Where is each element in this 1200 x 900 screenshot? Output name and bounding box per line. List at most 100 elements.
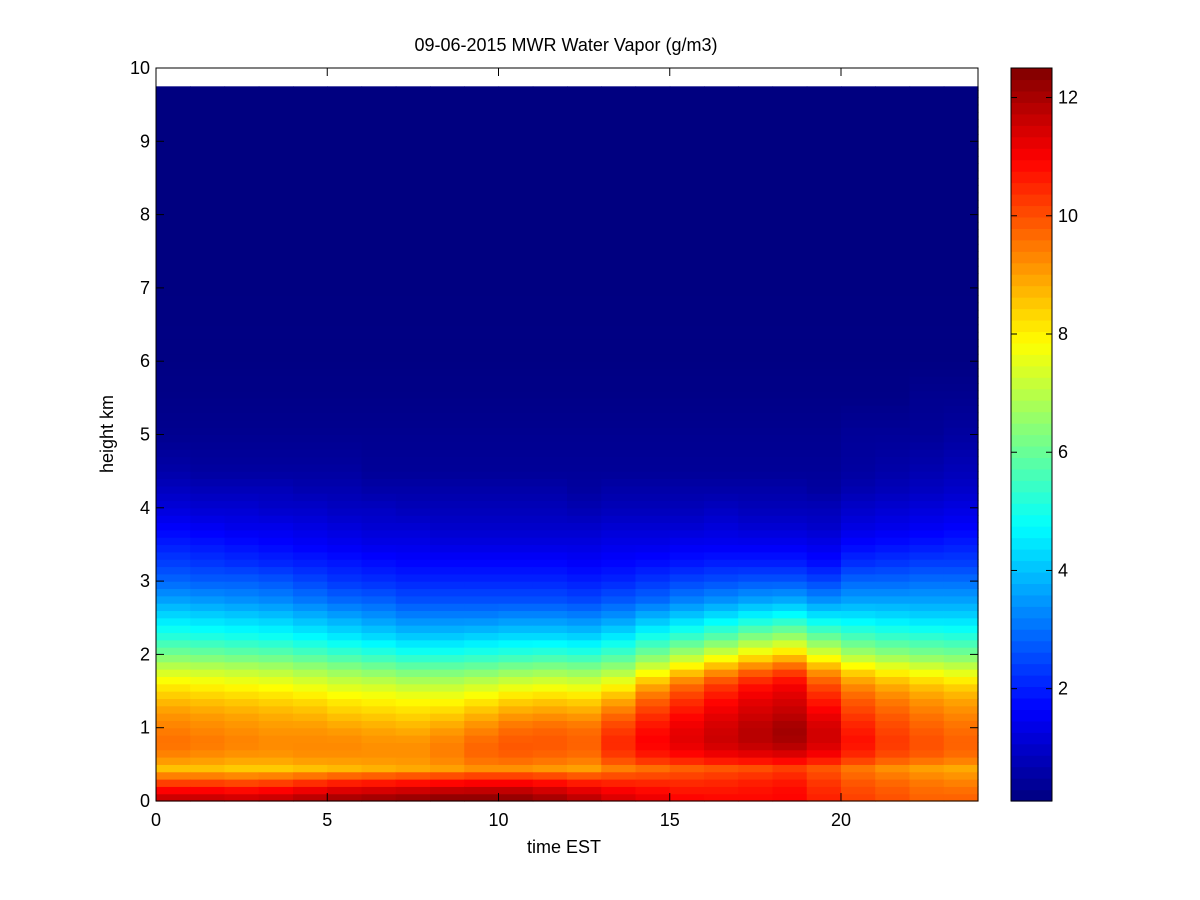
heatmap-cell — [567, 647, 602, 655]
heatmap-cell — [224, 793, 260, 802]
heatmap-cell — [567, 141, 602, 150]
heatmap-cell — [430, 705, 465, 714]
heatmap-cell — [395, 566, 431, 575]
heatmap-cell — [909, 133, 945, 142]
heatmap-cell — [224, 779, 260, 787]
heatmap-cell — [772, 353, 808, 362]
heatmap-cell — [224, 309, 260, 318]
heatmap-cell — [704, 507, 739, 516]
heatmap-cell — [704, 625, 739, 634]
heatmap-cell — [772, 595, 808, 604]
heatmap-cell — [190, 265, 226, 274]
heatmap-cell — [190, 779, 226, 787]
heatmap-cell — [635, 133, 671, 142]
heatmap-cell — [395, 647, 431, 655]
heatmap-cell — [464, 793, 500, 802]
heatmap-cell — [909, 243, 945, 252]
heatmap-cell — [635, 537, 671, 546]
heatmap-cell — [635, 573, 671, 582]
heatmap-cell — [909, 427, 945, 436]
heatmap-cell — [841, 441, 876, 450]
heatmap-cell — [361, 295, 397, 304]
heatmap-cell — [943, 346, 979, 355]
heatmap-cell — [532, 522, 568, 531]
heatmap-cell — [738, 148, 774, 157]
heatmap-cell — [430, 463, 465, 472]
heatmap-cell — [704, 170, 739, 179]
heatmap-cell — [806, 375, 842, 384]
heatmap-cell — [669, 735, 705, 743]
heatmap-cell — [567, 779, 602, 787]
heatmap-cell — [635, 419, 671, 428]
heatmap-cell — [293, 639, 328, 648]
heatmap-cell — [806, 309, 842, 318]
heatmap-cell — [327, 405, 363, 414]
heatmap-cell — [635, 126, 671, 135]
heatmap-cell — [156, 251, 191, 260]
heatmap-cell — [532, 346, 568, 355]
heatmap-cell — [258, 126, 294, 135]
heatmap-cell — [395, 309, 431, 318]
heatmap-cell — [567, 456, 602, 465]
heatmap-cell — [190, 647, 226, 655]
heatmap-cell — [635, 786, 671, 795]
heatmap-cell — [395, 185, 431, 194]
colorbar-step — [1011, 205, 1052, 218]
heatmap-cell — [635, 427, 671, 436]
heatmap-cell — [190, 691, 226, 699]
heatmap-cell — [395, 419, 431, 428]
heatmap-cell — [224, 471, 260, 480]
colorbar-step — [1011, 216, 1052, 229]
heatmap-cell — [806, 251, 842, 260]
colorbar-step — [1011, 629, 1052, 642]
heatmap-cell — [293, 522, 328, 531]
heatmap-cell — [738, 86, 774, 91]
heatmap-cell — [875, 551, 911, 560]
heatmap-cell — [464, 661, 500, 670]
heatmap-cell — [258, 309, 294, 318]
heatmap-cell — [806, 654, 842, 663]
heatmap-cell — [669, 683, 705, 692]
heatmap-cell — [224, 551, 260, 560]
heatmap-cell — [635, 522, 671, 531]
heatmap-cell — [841, 89, 876, 98]
heatmap-cell — [395, 441, 431, 450]
heatmap-cell — [738, 141, 774, 150]
heatmap-cell — [532, 691, 568, 699]
heatmap-cell — [464, 603, 500, 612]
heatmap-cell — [601, 258, 637, 267]
heatmap-cell — [361, 669, 397, 677]
heatmap-cell — [395, 258, 431, 267]
heatmap-cell — [464, 273, 500, 282]
heatmap-cell — [430, 185, 465, 194]
heatmap-cell — [156, 676, 191, 685]
heatmap-cell — [190, 141, 226, 150]
heatmap-cell — [327, 647, 363, 655]
heatmap-cell — [327, 185, 363, 194]
heatmap-cell — [567, 412, 602, 421]
heatmap-cell — [704, 515, 739, 524]
heatmap-cell — [156, 485, 191, 494]
heatmap-cell — [430, 104, 465, 113]
heatmap-cell — [224, 485, 260, 494]
heatmap-cell — [669, 287, 705, 296]
heatmap-cell — [669, 595, 705, 604]
heatmap-cell — [532, 353, 568, 362]
heatmap-cell — [806, 221, 842, 230]
heatmap-cell — [806, 397, 842, 406]
heatmap-cell — [806, 588, 842, 597]
heatmap-cell — [395, 163, 431, 172]
heatmap-cell — [464, 368, 500, 377]
heatmap-cell — [635, 617, 671, 626]
heatmap-cell — [430, 559, 465, 568]
heatmap-cell — [156, 155, 191, 164]
heatmap-cell — [430, 727, 465, 736]
heatmap-cell — [190, 361, 226, 370]
heatmap-cell — [567, 793, 602, 802]
heatmap-cell — [498, 155, 534, 164]
heatmap-cell — [841, 265, 876, 274]
heatmap-cell — [498, 207, 534, 216]
heatmap-cell — [704, 735, 739, 743]
heatmap-cell — [532, 163, 568, 172]
heatmap-cell — [909, 214, 945, 223]
